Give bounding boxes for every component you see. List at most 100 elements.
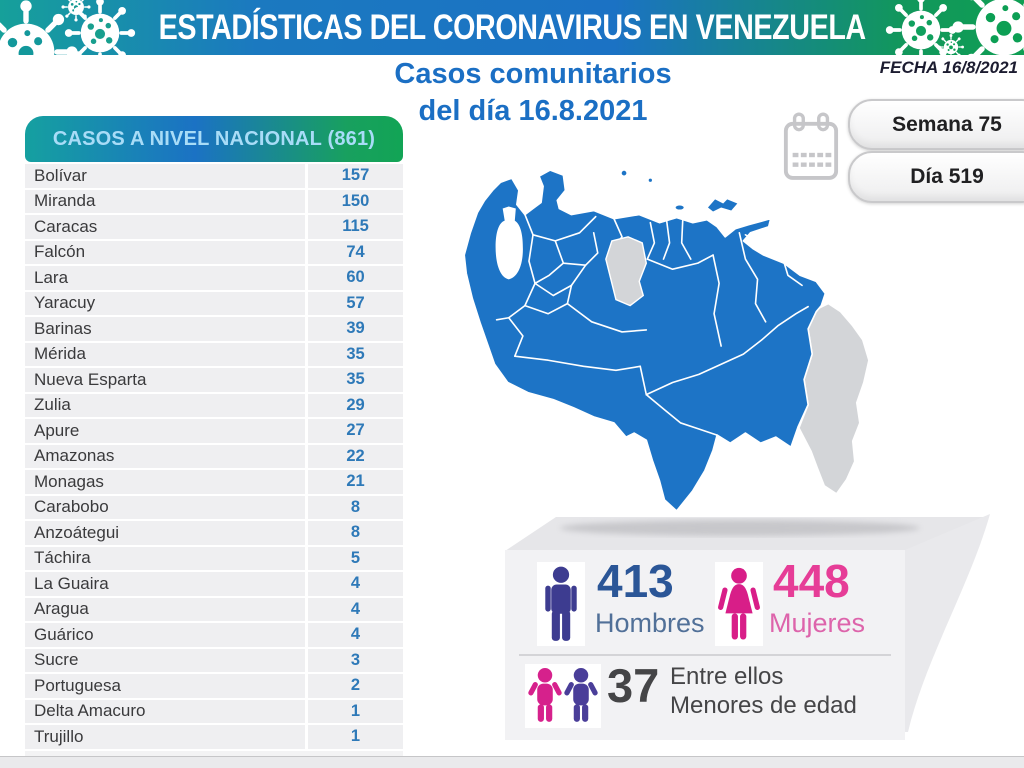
bottom-strip [0,756,1024,768]
venezuela-map [452,162,877,521]
national-cases-table: CASOS A NIVEL NACIONAL (861) Bolívar 157… [25,116,403,758]
table-row: Apure 27 [25,419,403,443]
table-row: Táchira 5 [25,546,403,570]
state-name: Trujillo [25,725,305,749]
mainland [463,169,827,512]
table-row: Nueva Esparta 35 [25,368,403,392]
state-name: Amazonas [25,444,305,468]
essequibo-region [798,302,870,495]
state-cases: 4 [308,572,403,596]
table-row: Delta Amacuro 1 [25,699,403,723]
men-icon-box [537,562,585,646]
banner-title: ESTADÍSTICAS DEL CORONAVIRUS EN VENEZUEL… [0,0,1024,55]
state-cases: 2 [308,674,403,698]
state-cases: 1 [308,699,403,723]
state-cases: 4 [308,597,403,621]
table-row: Barinas 39 [25,317,403,341]
table-footer-strip [25,750,403,758]
state-cases: 115 [308,215,403,239]
minors-count: 37 [607,659,660,712]
panel-page-curl [905,514,990,732]
minors-label-line1: Entre ellos [670,663,784,690]
state-cases: 74 [308,240,403,264]
minors-label-line2: Menores de edad [670,692,857,719]
state-cases: 27 [308,419,403,443]
men-count: 413 [597,555,674,607]
man-icon [545,566,577,641]
state-borders [495,213,809,436]
table-header: CASOS A NIVEL NACIONAL (861) [25,116,403,162]
table-row: Anzoátegui 8 [25,521,403,545]
state-cases: 157 [308,164,403,188]
table-row: Aragua 4 [25,597,403,621]
state-name: Anzoátegui [25,521,305,545]
day-badge: Día 519 [848,151,1024,203]
state-name: Zulia [25,393,305,417]
state-name: La Guaira [25,572,305,596]
state-name: Apure [25,419,305,443]
woman-icon [718,567,760,640]
banner-title-text: ESTADÍSTICAS DEL CORONAVIRUS EN VENEZUEL… [158,7,866,47]
women-label: Mujeres [769,608,866,638]
map-shadow [560,520,920,536]
state-name: Portuguesa [25,674,305,698]
state-cases: 5 [308,546,403,570]
state-name: Miranda [25,189,305,213]
table-row: Trujillo 1 [25,725,403,749]
state-cases: 22 [308,444,403,468]
state-cases: 4 [308,623,403,647]
men-label: Hombres [595,608,705,638]
boy-child-icon [564,668,598,722]
state-cases: 60 [308,266,403,290]
state-name: Aragua [25,597,305,621]
table-row: Caracas 115 [25,215,403,239]
state-name: Mérida [25,342,305,366]
state-name: Delta Amacuro [25,699,305,723]
gender-stats-panel: 413 Hombres 448 Mujeres [505,550,905,740]
state-name: Monagas [25,470,305,494]
table-row: Monagas 21 [25,470,403,494]
state-name: Falcón [25,240,305,264]
header-banner: ESTADÍSTICAS DEL CORONAVIRUS EN VENEZUEL… [0,0,1024,55]
calendar-icon [783,112,839,180]
table-row: Falcón 74 [25,240,403,264]
state-cases: 8 [308,521,403,545]
state-cases: 150 [308,189,403,213]
table-row: Guárico 4 [25,623,403,647]
table-row: Zulia 29 [25,393,403,417]
venezuela-map-svg [463,169,870,512]
national-table-body: Bolívar 157 Miranda 150 Caracas 115 Falc… [25,164,403,749]
table-row: Yaracuy 57 [25,291,403,315]
state-name: Nueva Esparta [25,368,305,392]
state-cases: 1 [308,725,403,749]
state-name: Carabobo [25,495,305,519]
women-icon-box [715,562,763,646]
state-name: Táchira [25,546,305,570]
state-cases: 35 [308,368,403,392]
state-cases: 29 [308,393,403,417]
table-row: Lara 60 [25,266,403,290]
minors-icon-box [525,664,601,728]
women-count: 448 [773,555,850,607]
state-cases: 35 [308,342,403,366]
date-label: FECHA 16/8/2021 [879,58,1018,77]
state-cases: 39 [308,317,403,341]
table-row: Sucre 3 [25,648,403,672]
page-title: Casos comunitarios del día 16.8.2021 [330,56,736,130]
state-name: Bolívar [25,164,305,188]
state-name: Lara [25,266,305,290]
state-name: Guárico [25,623,305,647]
table-row: Mérida 35 [25,342,403,366]
lake-maracaibo [495,206,523,280]
table-row: Carabobo 8 [25,495,403,519]
table-row: Bolívar 157 [25,164,403,188]
state-name: Barinas [25,317,305,341]
state-cases: 8 [308,495,403,519]
gray-state [605,236,648,307]
table-row: Miranda 150 [25,189,403,213]
table-row: Amazonas 22 [25,444,403,468]
state-cases: 57 [308,291,403,315]
week-badge: Semana 75 [848,99,1024,150]
islands [621,170,738,212]
